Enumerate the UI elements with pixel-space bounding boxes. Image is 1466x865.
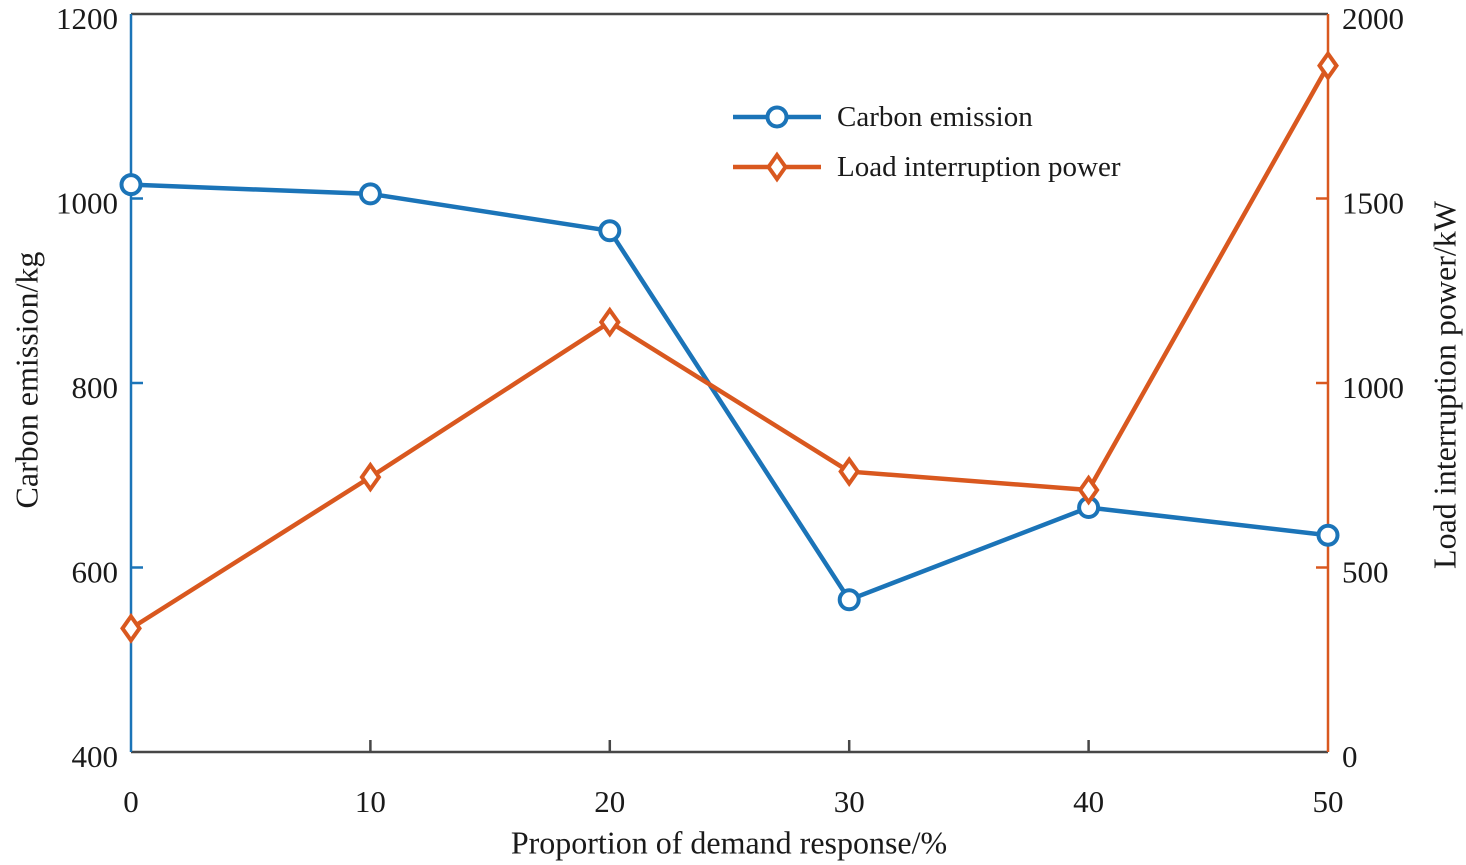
legend-item-load-interruption-power: Load interruption power [731, 142, 1120, 192]
svg-text:20: 20 [594, 784, 625, 819]
svg-text:0: 0 [1342, 739, 1358, 774]
legend-label-carbon-emission: Carbon emission [837, 100, 1033, 133]
legend-line-diamond-marker-icon [733, 151, 821, 183]
right-axis-ticks: 0 500 1000 1500 2000 [1316, 1, 1404, 774]
svg-text:1000: 1000 [56, 186, 118, 221]
legend-item-carbon-emission: Carbon emission [731, 92, 1120, 142]
svg-text:500: 500 [1342, 555, 1389, 590]
legend-label-load-interruption-power: Load interruption power [837, 150, 1121, 183]
series-load-interruption-power [120, 50, 1339, 644]
legend-line-circle-marker-icon [733, 105, 821, 129]
x-axis-title: Proportion of demand response/% [510, 824, 948, 861]
svg-text:1000: 1000 [1342, 370, 1404, 405]
svg-text:2000: 2000 [1342, 1, 1404, 36]
x-axis-ticks: 0 10 20 30 40 50 [123, 740, 1344, 819]
svg-text:1500: 1500 [1342, 186, 1404, 221]
svg-text:0: 0 [123, 784, 139, 819]
legend: Carbon emission Load interruption power [731, 92, 1120, 192]
svg-text:400: 400 [72, 739, 119, 774]
svg-text:1200: 1200 [56, 1, 118, 36]
svg-text:600: 600 [72, 555, 119, 590]
svg-text:30: 30 [834, 784, 865, 819]
left-axis-ticks: 400 600 800 1000 1200 [56, 1, 143, 774]
series-carbon-emission [119, 173, 1340, 612]
svg-text:40: 40 [1073, 784, 1104, 819]
left-y-axis-title: Carbon emission/kg [8, 251, 45, 509]
svg-text:10: 10 [355, 784, 386, 819]
svg-text:800: 800 [72, 370, 119, 405]
svg-text:50: 50 [1313, 784, 1344, 819]
right-y-axis-title: Load interruption power/kW [1426, 201, 1463, 569]
